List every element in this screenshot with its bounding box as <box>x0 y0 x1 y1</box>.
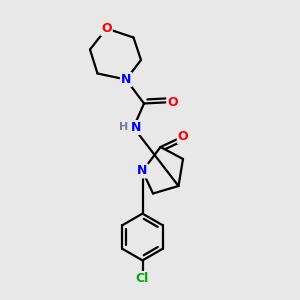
Text: N: N <box>131 121 142 134</box>
Text: N: N <box>137 164 148 178</box>
Text: O: O <box>101 22 112 35</box>
Text: O: O <box>178 130 188 143</box>
Text: H: H <box>119 122 128 133</box>
Text: N: N <box>121 73 131 86</box>
Text: O: O <box>167 95 178 109</box>
Text: Cl: Cl <box>136 272 149 285</box>
